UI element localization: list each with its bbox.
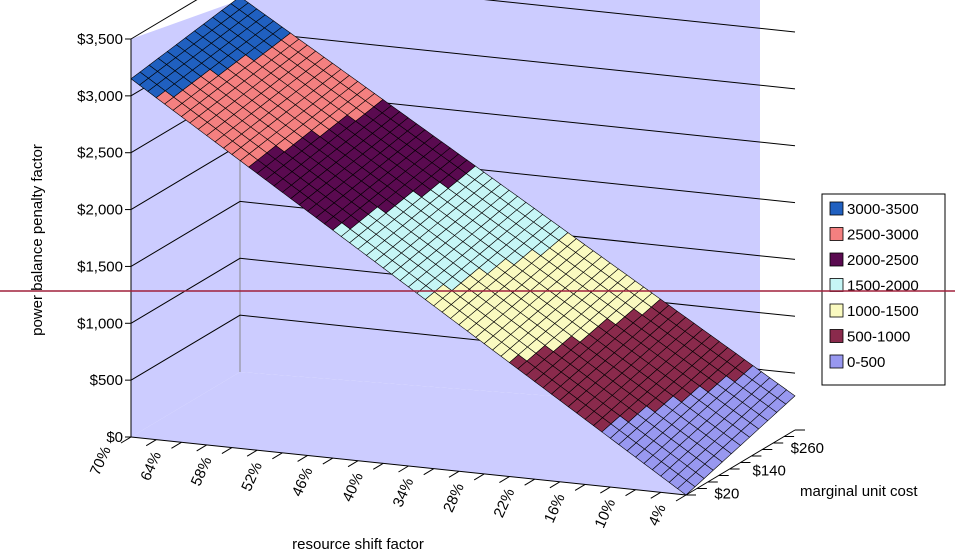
legend-swatch: [829, 201, 844, 216]
x-tick-mark: [171, 441, 182, 449]
surface-mesh: [130, 0, 796, 496]
legend-swatch: [829, 227, 844, 241]
legend: 3000-3500 2500-3000 2000-2500 1500-2000 1000…: [821, 193, 946, 386]
value-gridline: [130, 200, 796, 267]
x-tick-mark: [524, 478, 535, 486]
legend-swatch: [829, 354, 844, 369]
value-tick-label: $1,500: [77, 258, 123, 275]
x-tick-mark: [196, 444, 207, 452]
x-tick-mark: [423, 468, 434, 476]
x-tick-label: 10%: [591, 496, 619, 530]
legend-swatch: [829, 252, 844, 267]
x-axis-label: resource shift factor: [292, 536, 424, 553]
x-tick-mark: [398, 465, 409, 473]
value-tick-label: $2,000: [77, 202, 123, 219]
x-tick-label: 52%: [238, 460, 266, 494]
x-tick-mark: [246, 449, 258, 457]
x-tick-mark: [574, 484, 586, 491]
x-tick-mark: [473, 473, 485, 481]
legend-entry: 500-1000: [847, 329, 910, 346]
legend-entry: 0-500: [847, 354, 885, 371]
x-tick-mark: [322, 457, 334, 465]
x-tick-mark: [272, 452, 283, 460]
value-tick-label: $1,000: [77, 315, 123, 332]
legend-entry: 2000-2500: [847, 252, 919, 269]
value-tick-label: $3,500: [77, 31, 123, 48]
x-tick-mark: [145, 439, 157, 447]
x-tick-label: 58%: [188, 454, 216, 488]
x-tick-mark: [347, 460, 359, 468]
y-axis-label: power balance penalty factor: [29, 144, 46, 336]
value-tick-label: $0: [106, 429, 123, 446]
x-tick-label: 34%: [390, 475, 418, 509]
x-tick-label: 64%: [137, 449, 165, 483]
value-tick-label: $3,000: [77, 88, 123, 105]
legend-entry: 3000-3500: [847, 201, 919, 218]
x-tick-label: 28%: [440, 481, 468, 515]
depth-axis: $20 $140 $260: [685, 429, 824, 502]
surface-cell: [777, 389, 796, 405]
x-tick-mark: [221, 447, 233, 454]
legend-swatch: [829, 303, 844, 318]
value-gridline: [130, 0, 796, 40]
x-tick-label: 4%: [645, 502, 669, 529]
legend-swatch: [829, 278, 844, 292]
x-tick-mark: [549, 481, 561, 489]
legend-entry: 1500-2000: [847, 278, 919, 295]
x-tick-label: 70%: [87, 444, 115, 478]
x-tick-label: 46%: [289, 465, 317, 499]
x-tick-label: 22%: [491, 486, 519, 520]
legend-entry: 2500-3000: [847, 227, 919, 244]
x-tick-mark: [448, 470, 460, 478]
x-tick-mark: [373, 462, 384, 470]
x-tick-label: 16%: [541, 491, 569, 525]
value-tick-label: $500: [90, 372, 123, 389]
x-tick-mark: [650, 491, 662, 499]
x-tick-mark: [499, 476, 510, 483]
x-tick-mark: [600, 486, 611, 494]
depth-tick-label: $140: [753, 463, 786, 480]
legend-swatch: [829, 329, 844, 343]
x-tick-mark: [625, 489, 636, 497]
depth-tick-label: $20: [714, 485, 739, 502]
x-tick-mark: [120, 436, 132, 444]
x-tick-label: 40%: [339, 470, 367, 504]
x-tick-mark: [297, 455, 308, 462]
depth-tick-label: $260: [791, 440, 824, 457]
value-tick-label: $2,500: [77, 145, 123, 162]
value-axis: $0 $500 $1,000 $1,500 $2,000 $2,500 $3,000 $3,5…: [77, 31, 132, 446]
legend-entry: 1000-1500: [847, 303, 919, 320]
x-tick-mark: [675, 494, 687, 502]
depth-axis-label: marginal unit cost: [800, 483, 918, 500]
